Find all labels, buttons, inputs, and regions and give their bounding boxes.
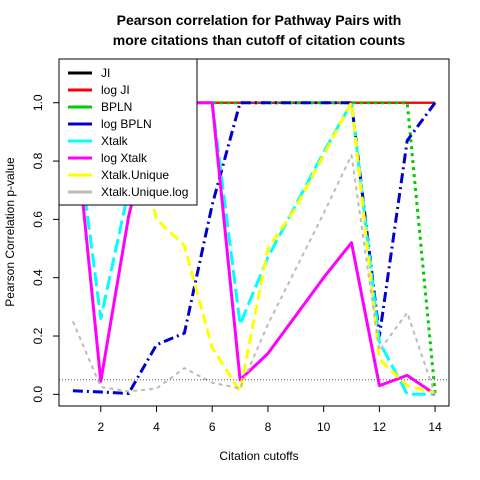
x-axis: 2 4 6 8 10 12 14 [97,406,442,434]
y-tick-label: 1.0 [31,94,45,111]
legend: JI log JI BPLN log BPLN Xtalk log Xtalk Xtalk.… [58,58,198,206]
x-axis-label: Citation cutoffs [219,449,298,463]
y-tick-label: 0.4 [31,269,45,286]
legend-label: log JI [101,83,130,97]
y-tick-label: 0.6 [31,211,45,228]
legend-label: log BPLN [101,117,152,131]
legend-box [58,58,198,206]
y-tick-label: 0.0 [31,386,45,403]
y-axis-label: Pearson Correlation p-value [3,157,17,307]
y-tick-label: 0.2 [31,327,45,344]
legend-label: BPLN [101,100,132,114]
plot-frame [58,58,450,407]
chart-title-line-1: Pearson correlation for Pathway Pairs wi… [117,12,402,28]
x-tick-label: 12 [373,420,387,434]
legend-label: log Xtalk [101,151,148,165]
chart-title-line-2: more citations than cutoff of citation c… [113,32,406,48]
legend-label: Xtalk.Unique.log [101,185,188,199]
y-axis: 0.0 0.2 0.4 0.6 0.8 1.0 [31,94,59,403]
x-tick-label: 6 [209,420,216,434]
legend-label: Xtalk.Unique [101,168,169,182]
x-tick-label: 10 [317,420,331,434]
x-tick-label: 8 [265,420,272,434]
legend-label: Xtalk [101,134,129,148]
x-tick-label: 4 [153,420,160,434]
series-line-xtalk-unique-log [71,154,437,395]
series-line-bpln [72,101,437,394]
legend-label: JI [101,66,110,80]
y-tick-label: 0.8 [31,152,45,169]
x-tick-label: 2 [97,420,104,434]
x-tick-label: 14 [428,420,442,434]
